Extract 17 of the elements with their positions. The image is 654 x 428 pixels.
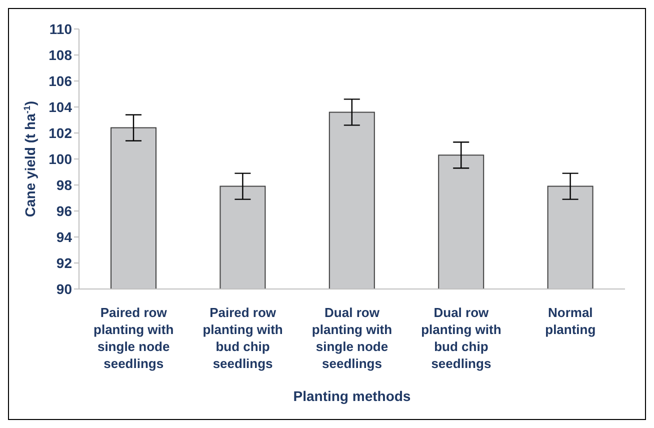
x-tick-label: Dual row planting with bud chip seedlings bbox=[421, 305, 502, 371]
y-tick-label: 96 bbox=[56, 202, 72, 219]
y-tick-label: 98 bbox=[56, 176, 72, 193]
x-tick-label: Paired row planting with bud chip seedlings bbox=[202, 305, 283, 371]
y-tick-label: 94 bbox=[56, 228, 72, 245]
y-tick-label: 110 bbox=[49, 20, 72, 37]
y-tick-label: 106 bbox=[48, 72, 72, 89]
y-tick-label: 92 bbox=[56, 254, 72, 271]
y-tick-label: 90 bbox=[56, 280, 72, 297]
x-axis-title: Planting methods bbox=[293, 388, 411, 404]
y-tick-label: 102 bbox=[48, 124, 72, 141]
y-tick-label: 108 bbox=[48, 46, 72, 63]
y-tick-label: 100 bbox=[48, 150, 72, 167]
x-tick-label: Normal planting bbox=[545, 305, 596, 337]
x-tick-label: Paired row planting with single node seedlings bbox=[94, 305, 174, 371]
x-tick-label: Dual row planting with single node seedlings bbox=[312, 305, 392, 371]
y-tick-label: 104 bbox=[48, 98, 72, 115]
